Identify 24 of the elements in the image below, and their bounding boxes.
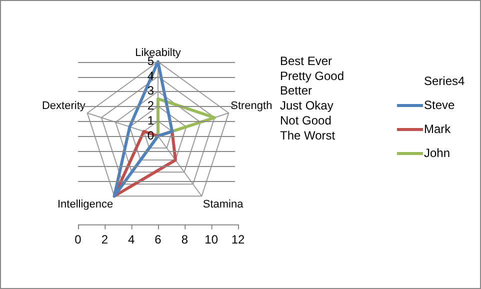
text: 6	[154, 232, 162, 247]
y-tick-label: 1	[147, 113, 154, 128]
text: Not Good	[280, 113, 332, 128]
spoke-label: Intelligence	[57, 198, 114, 210]
text: 0	[74, 232, 82, 247]
series-label: Series4	[424, 74, 465, 88]
text: 8	[181, 232, 188, 247]
text: Best Ever	[280, 54, 332, 68]
text: Pretty Good	[280, 68, 344, 83]
text: 12	[231, 232, 245, 247]
legend-label: John	[424, 146, 450, 160]
text: The Worst	[280, 128, 336, 142]
y-tick-label: 3	[147, 84, 154, 98]
text: 2	[101, 232, 108, 247]
text: 10	[204, 232, 218, 247]
y-tick-label: 2	[147, 98, 154, 113]
text: 4	[128, 232, 135, 247]
text: Better	[280, 84, 312, 98]
legend-label: Steve	[424, 98, 455, 112]
spoke-label: Stamina	[202, 198, 244, 210]
spoke-label: Dexterity	[42, 100, 86, 112]
legend-label: Mark	[424, 122, 451, 136]
spoke-label: Strength	[230, 100, 272, 112]
text: Just Okay	[280, 98, 334, 113]
